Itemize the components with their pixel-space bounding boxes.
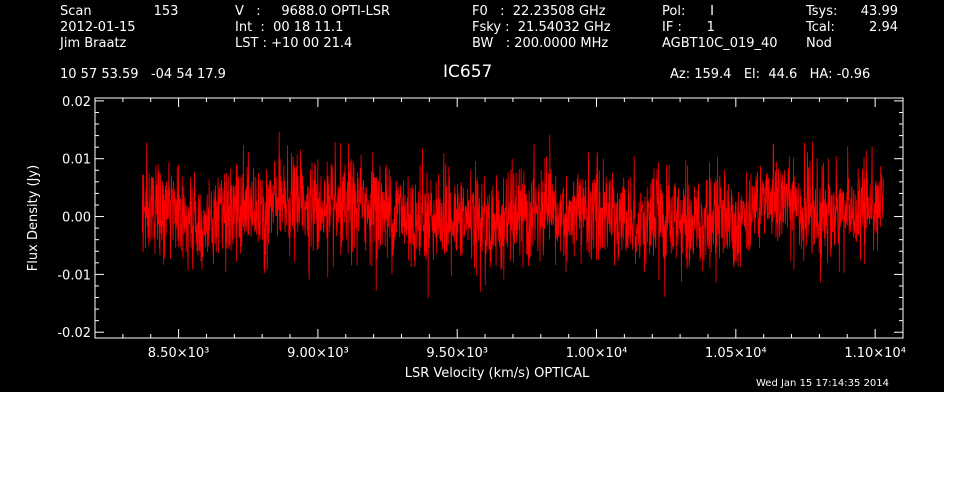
polarization-line: Pol: I bbox=[662, 4, 714, 19]
y-tick-label: -0.02 bbox=[57, 326, 91, 341]
y-tick-label: 0.01 bbox=[62, 153, 91, 168]
source-coordinates: 10 57 53.59 -04 54 17.9 bbox=[60, 67, 226, 82]
frequency-info-column: F0 : 22.23508 GHz Fsky : 21.54032 GHz BW… bbox=[472, 4, 611, 52]
spectrum-chart: 8.50×10³ 9.00×10³ 9.50×10³ 1.00×10⁴ 1.05×10⁴… bbox=[26, 95, 906, 381]
observer-name: Jim Braatz bbox=[60, 36, 127, 51]
scan-date: 2012-01-15 bbox=[60, 20, 136, 35]
x-tick-label: 9.00×10³ bbox=[287, 346, 349, 361]
sky-frequency-line: Fsky : 21.54032 GHz bbox=[472, 20, 611, 35]
pointing-info: Az: 159.4 El: 44.6 HA: -0.96 bbox=[670, 67, 871, 82]
project-id: AGBT10C_019_40 bbox=[662, 36, 778, 51]
receiver-info-column: Pol: I IF : 1 AGBT10C_019_40 bbox=[662, 4, 778, 52]
x-tick-label: 1.00×10⁴ bbox=[566, 346, 628, 361]
if-line: IF : 1 bbox=[662, 20, 715, 35]
plot-frame bbox=[94, 97, 904, 339]
x-tick-label: 1.05×10⁴ bbox=[705, 346, 767, 361]
x-tick-label: 9.50×10³ bbox=[426, 346, 488, 361]
y-tick-label: -0.01 bbox=[57, 268, 91, 283]
spectrum-plot-window: Scan 153 2012-01-15 Jim Braatz V : 9688.0… bbox=[0, 0, 944, 392]
plot-timestamp: Wed Jan 15 17:14:35 2014 bbox=[756, 378, 890, 389]
y-tick-label: 0.02 bbox=[62, 95, 91, 110]
y-tick-label: 0.00 bbox=[62, 211, 91, 226]
observing-mode: Nod bbox=[806, 36, 832, 51]
tcal-line: Tcal: 2.94 bbox=[806, 20, 898, 35]
velocity-line: V : 9688.0 OPTI-LSR bbox=[235, 4, 391, 19]
tsys-line: Tsys: 43.99 bbox=[806, 4, 898, 19]
axes-layer: 8.50×10³ 9.00×10³ 9.50×10³ 1.00×10⁴ 1.05×10⁴… bbox=[57, 95, 906, 361]
y-axis-label: Flux Density (Jy) bbox=[26, 165, 41, 271]
chart-title: IC657 bbox=[443, 62, 493, 82]
integration-line: Int : 00 18 11.1 bbox=[235, 20, 344, 35]
bandwidth-line: BW : 200.0000 MHz bbox=[472, 36, 609, 51]
lst-line: LST : +10 00 21.4 bbox=[235, 36, 353, 51]
scan-line: Scan 153 bbox=[60, 4, 179, 19]
series-layer bbox=[141, 131, 884, 299]
rest-frequency-line: F0 : 22.23508 GHz bbox=[472, 4, 606, 19]
x-tick-label: 1.10×10⁴ bbox=[844, 346, 906, 361]
flux-series-line bbox=[141, 131, 884, 299]
scan-info-column: Scan 153 2012-01-15 Jim Braatz bbox=[60, 4, 178, 52]
x-axis-label: LSR Velocity (km/s) OPTICAL bbox=[405, 366, 590, 381]
system-info-column: Tsys: 43.99 Tcal: 2.94 Nod bbox=[806, 4, 898, 52]
velocity-info-column: V : 9688.0 OPTI-LSR Int : 00 18 11.1 LST… bbox=[235, 4, 390, 52]
x-tick-label: 8.50×10³ bbox=[148, 346, 210, 361]
